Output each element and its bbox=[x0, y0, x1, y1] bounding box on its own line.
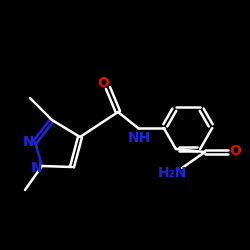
Text: O: O bbox=[230, 144, 241, 158]
Text: NH: NH bbox=[128, 131, 151, 145]
Text: H₂N: H₂N bbox=[158, 166, 186, 180]
Text: N: N bbox=[23, 135, 34, 149]
Text: N: N bbox=[31, 162, 43, 175]
Text: O: O bbox=[97, 76, 109, 90]
